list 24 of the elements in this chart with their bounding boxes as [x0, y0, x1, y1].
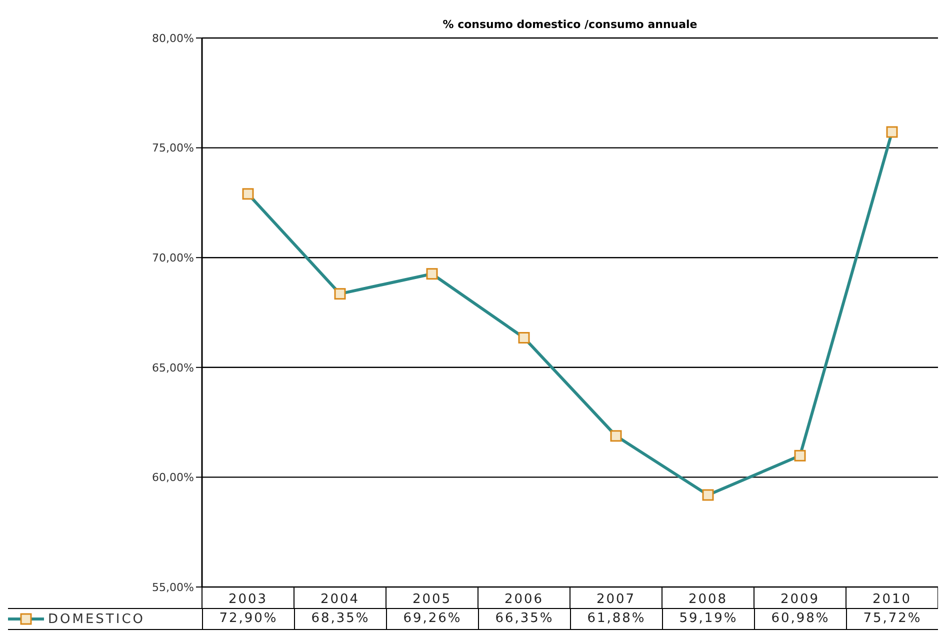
data-label: 75,72% — [846, 609, 938, 629]
data-label: 59,19% — [662, 609, 754, 629]
legend-label: DOMESTICO — [48, 612, 146, 626]
x-tick-label: 2004 — [320, 592, 360, 607]
data-label: 69,26% — [386, 609, 478, 629]
x-tick-label: 2009 — [780, 592, 820, 607]
data-label: 68,35% — [294, 609, 386, 629]
data-label: 61,88% — [570, 609, 662, 629]
y-tick-label: 55,00% — [152, 580, 194, 594]
data-label: 66,35% — [478, 609, 570, 629]
y-tick-label: 60,00% — [152, 471, 194, 484]
data-label: 72,90% — [202, 609, 294, 629]
x-tick-label: 2008 — [688, 592, 728, 607]
y-tick-label: 70,00% — [152, 252, 194, 265]
y-tick-label: 75,00% — [152, 142, 194, 155]
data-label: 60,98% — [754, 609, 846, 629]
x-tick-label: 2005 — [412, 592, 452, 607]
x-tick-label: 2006 — [504, 592, 544, 607]
chart-title: % consumo domestico /consumo annuale — [442, 18, 698, 31]
x-tick-label: 2003 — [228, 592, 268, 607]
x-tick-label: 2007 — [596, 592, 636, 607]
y-tick-label: 65,00% — [152, 361, 194, 374]
y-tick-label: 80,00% — [152, 32, 194, 45]
x-tick-label: 2010 — [872, 592, 912, 607]
